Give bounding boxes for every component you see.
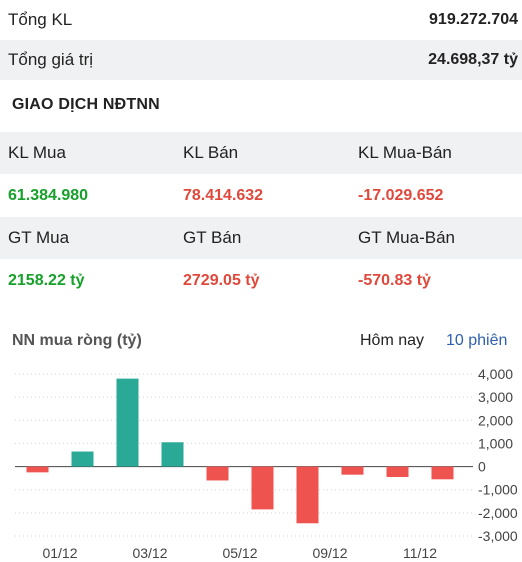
bar-10-12[interactable] [341, 466, 364, 475]
bar-02-12[interactable] [71, 451, 94, 467]
period-10-sessions-tab[interactable]: 10 phiên [446, 332, 508, 349]
bar-04-12[interactable] [161, 442, 184, 467]
bar-12-12[interactable] [431, 466, 454, 480]
kl-net-value: -17.029.652 [358, 187, 444, 204]
y-tick-label: 1,000 [478, 435, 513, 451]
gt-net-label: GT Mua-Bán [358, 228, 456, 247]
chart-bars [26, 378, 454, 524]
gt-values-row: 2158.22 tỷ 2729.05 tỷ -570.83 tỷ [0, 260, 522, 302]
foreign-trading-title: GIAO DỊCH NĐTNN [12, 96, 160, 113]
x-tick-label: 05/12 [222, 545, 257, 561]
gt-labels-row: GT Mua GT Bán GT Mua-Bán [0, 217, 522, 259]
period-today-tab[interactable]: Hôm nay [360, 332, 425, 349]
chart-gridlines [15, 373, 473, 537]
gt-buy-value: 2158.22 tỷ [8, 272, 85, 289]
chart-y-axis: 4,000 3,000 2,000 1,000 0 -1,000 -2,000 -3,000 [478, 366, 518, 544]
y-tick-label: 4,000 [478, 366, 513, 382]
bar-06-12[interactable] [251, 466, 274, 510]
gt-buy-label: GT Mua [8, 228, 70, 247]
x-tick-label: 01/12 [42, 545, 77, 561]
kl-sell-label: KL Bán [183, 143, 239, 162]
chart-x-axis: 01/12 03/12 05/12 09/12 11/12 [42, 545, 437, 561]
total-value-row: Tổng giá trị 24.698,37 tỷ [0, 40, 522, 80]
bar-03-12[interactable] [116, 378, 139, 467]
kl-sell-value: 78.414.632 [183, 187, 264, 204]
kl-buy-label: KL Mua [8, 143, 66, 162]
total-volume-row: Tổng KL 919.272.704 [0, 0, 522, 40]
bar-01-12[interactable] [26, 466, 49, 473]
y-tick-label: -3,000 [478, 528, 518, 544]
bar-09-12[interactable] [296, 466, 319, 524]
y-tick-label: -1,000 [478, 482, 518, 498]
y-tick-label: 2,000 [478, 412, 513, 428]
gt-net-value: -570.83 tỷ [358, 272, 431, 289]
kl-buy-value: 61.384.980 [8, 187, 89, 204]
x-tick-label: 09/12 [312, 545, 347, 561]
y-tick-label: 3,000 [478, 389, 513, 405]
net-buy-chart-title: NN mua ròng (tỷ) [12, 332, 142, 349]
bar-11-12[interactable] [386, 466, 409, 477]
gt-sell-value: 2729.05 tỷ [183, 272, 260, 289]
total-value-value: 24.698,37 tỷ [428, 51, 518, 68]
bar-05-12[interactable] [206, 466, 229, 481]
total-value-label: Tổng giá trị [8, 50, 94, 69]
total-volume-label: Tổng KL [8, 10, 73, 29]
total-volume-value: 919.272.704 [429, 11, 518, 28]
x-tick-label: 03/12 [132, 545, 167, 561]
y-tick-label: -2,000 [478, 505, 518, 521]
gt-sell-label: GT Bán [183, 228, 242, 247]
x-tick-label: 11/12 [403, 545, 437, 561]
kl-values-row: 61.384.980 78.414.632 -17.029.652 [0, 175, 522, 217]
net-buy-bar-chart: 4,0003,0002,0001,0000-1,000-2,000-3,000 … [15, 366, 518, 561]
kl-net-label: KL Mua-Bán [358, 143, 452, 162]
y-tick-label: 0 [478, 459, 486, 475]
kl-labels-row: KL Mua KL Bán KL Mua-Bán [0, 132, 522, 174]
